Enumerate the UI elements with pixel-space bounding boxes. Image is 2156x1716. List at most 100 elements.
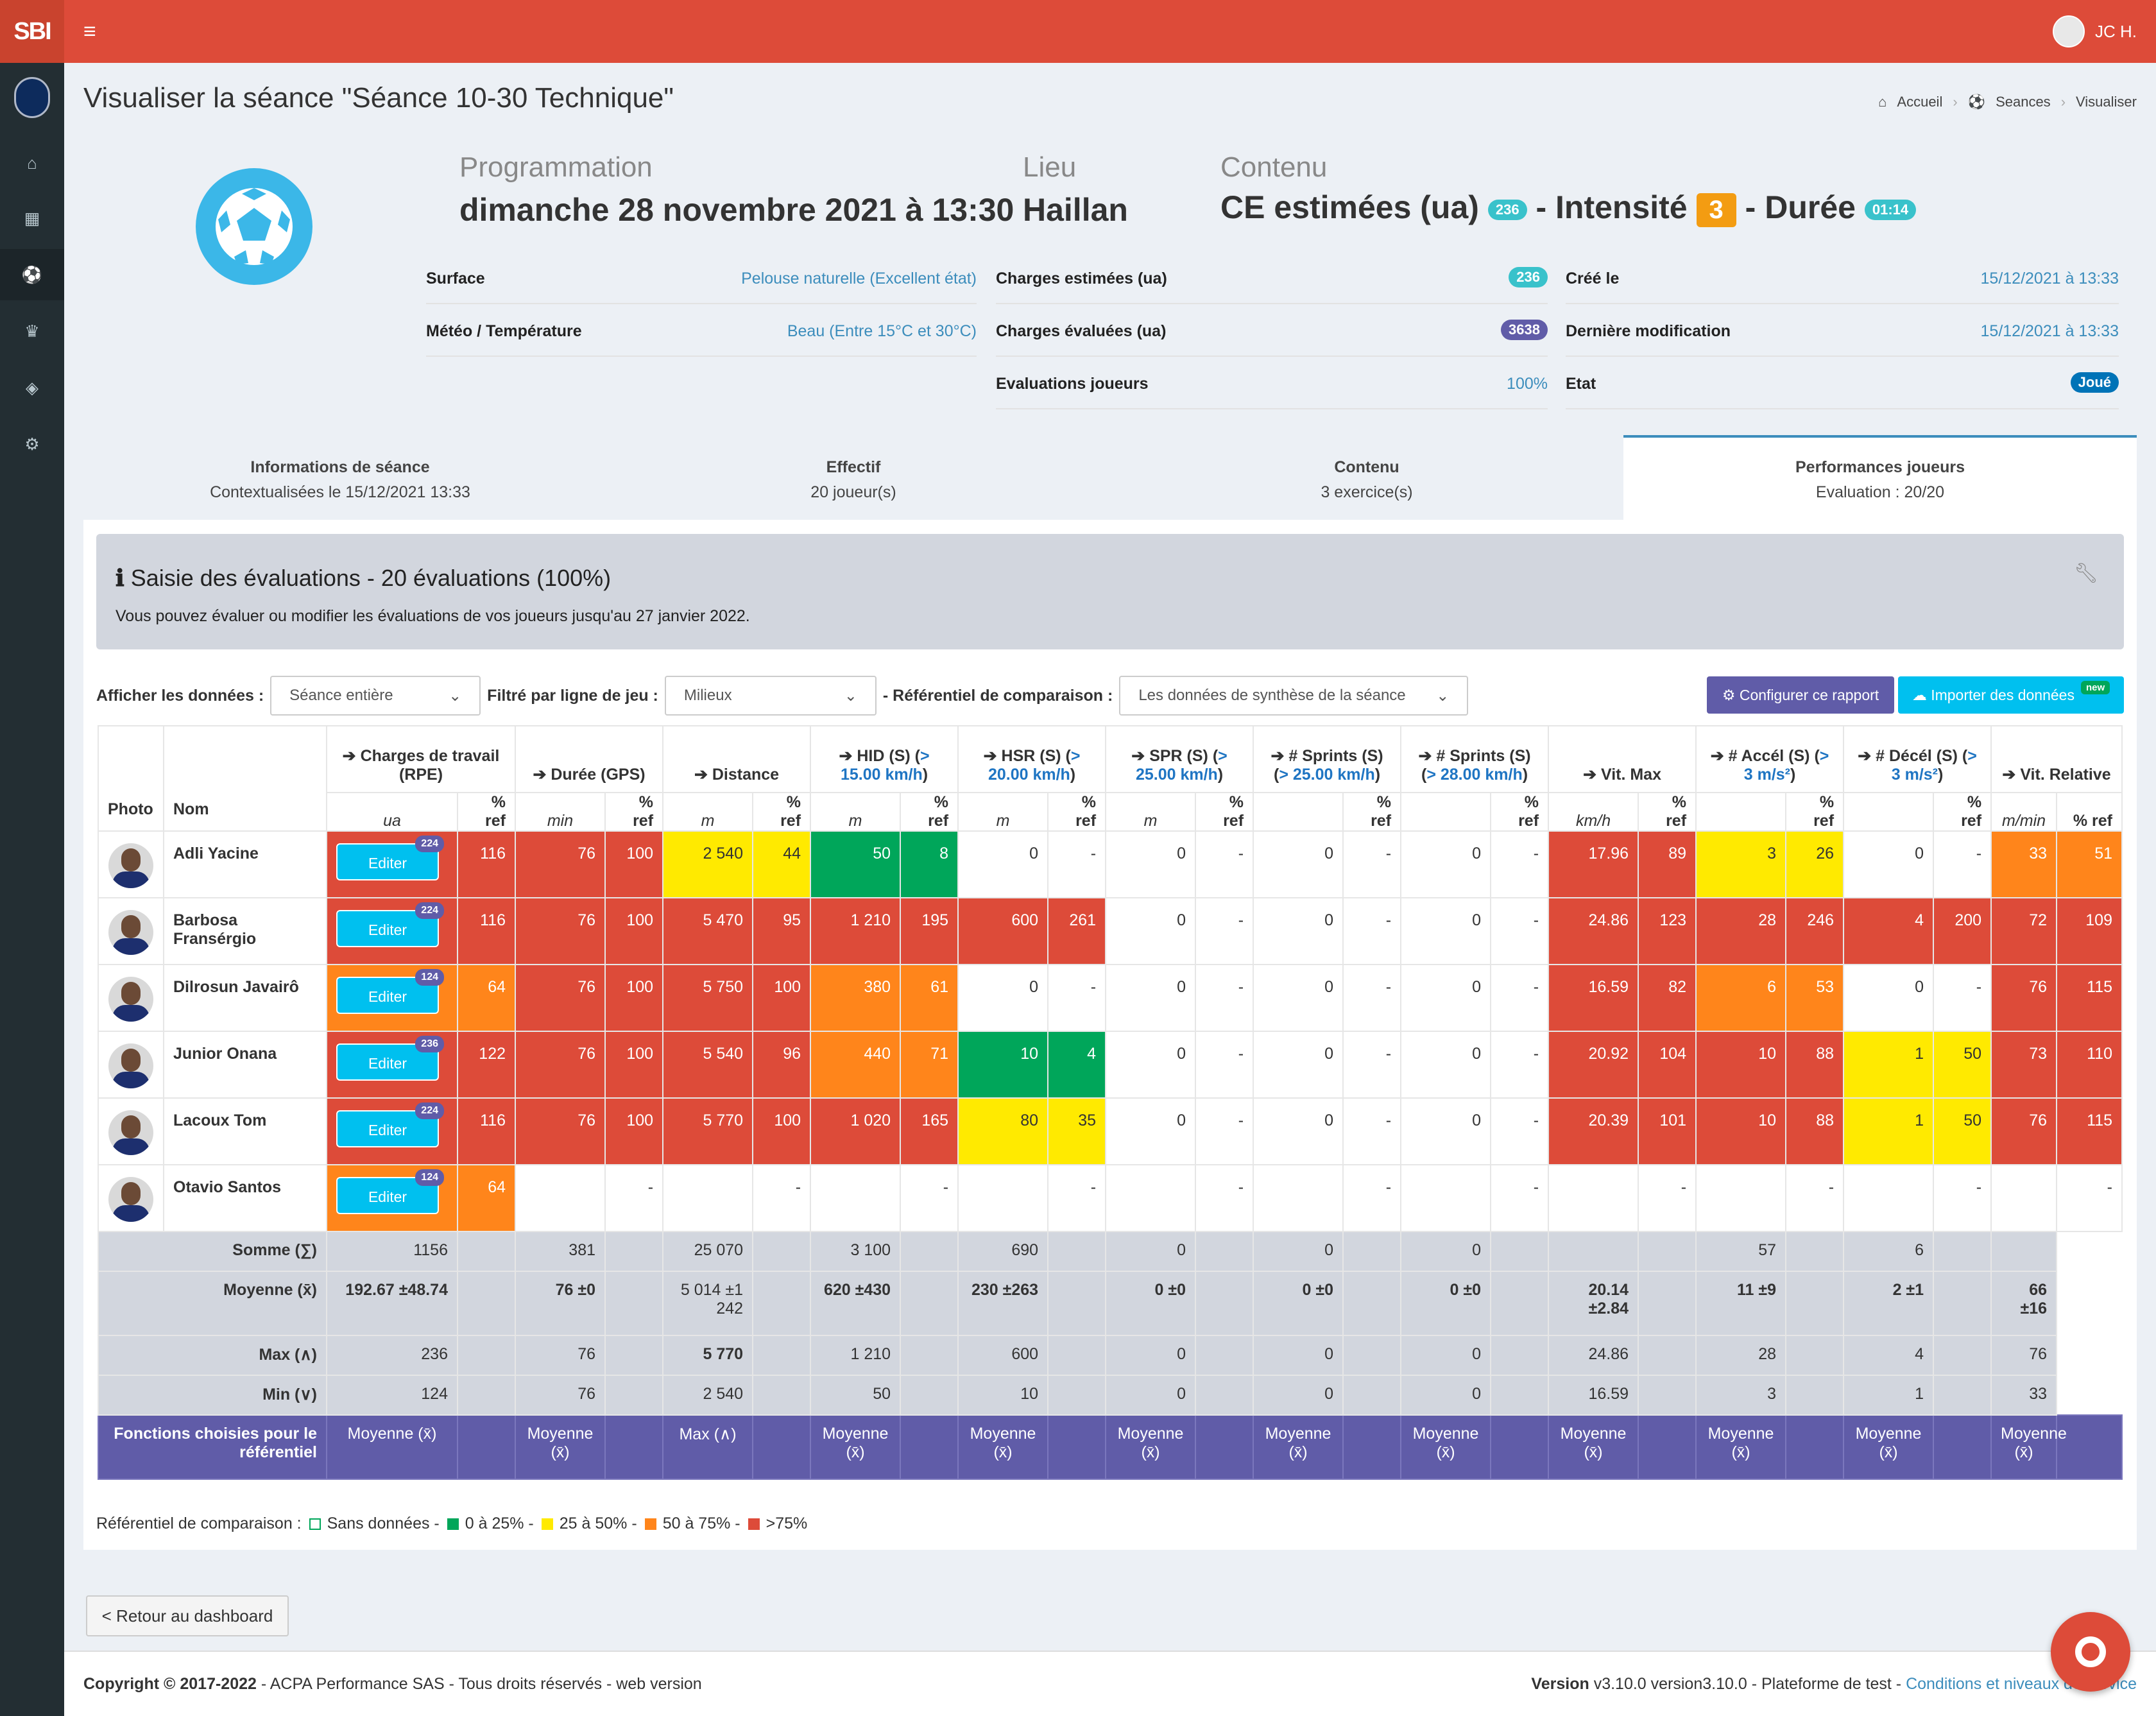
metric-cell xyxy=(810,1164,902,1232)
soccer-ball-icon[interactable]: ⚽ xyxy=(0,249,64,300)
back-to-dashboard-button[interactable]: < Retour au dashboard xyxy=(86,1595,289,1636)
rpe-edit-cell: Editer 224 xyxy=(326,897,458,965)
configure-report-button[interactable]: ⚙ Configurer ce rapport xyxy=(1707,676,1894,714)
stats-value xyxy=(1785,1231,1845,1272)
trophy-icon[interactable]: ♛ xyxy=(24,321,40,341)
edit-button[interactable]: Editer 124 xyxy=(336,1169,444,1214)
reference-function[interactable]: Moyenne (x̄) xyxy=(957,1414,1049,1480)
reference-functions-row: Fonctions choisies pour le référentiel Mo… xyxy=(98,1414,2123,1480)
player-name[interactable]: Adli Yacine xyxy=(163,830,327,898)
edit-button[interactable]: Editer 124 xyxy=(336,969,444,1014)
gear-icon[interactable]: ⚙ xyxy=(24,434,40,454)
metric-cell xyxy=(1105,1164,1197,1232)
help-lifebuoy-button[interactable] xyxy=(2051,1612,2130,1692)
metric-cell: - xyxy=(1490,897,1550,965)
referentiel-select[interactable]: Les données de synthèse de la séance ⌄ xyxy=(1119,676,1469,716)
reference-function[interactable]: Max (∧) xyxy=(662,1414,754,1480)
metric-cell: 100 xyxy=(604,964,664,1032)
unit-header xyxy=(1843,792,1935,832)
afficher-select[interactable]: Séance entière ⌄ xyxy=(270,676,481,716)
threshold-link[interactable]: > 3 m/s² xyxy=(1891,747,1977,784)
metric-cell: 5 750 xyxy=(662,964,754,1032)
wrench-icon[interactable]: 🔧︎ xyxy=(2073,563,2098,584)
reference-function[interactable]: Moyenne (x̄) xyxy=(515,1414,606,1480)
tab-performances[interactable]: Performances joueurs Evaluation : 20/20 xyxy=(1623,435,2137,520)
tab-title: Effectif xyxy=(826,458,881,476)
edit-button[interactable]: Editer 224 xyxy=(336,1103,444,1147)
stats-value xyxy=(1195,1271,1254,1336)
tab-title: Informations de séance xyxy=(250,458,430,476)
edit-button[interactable]: Editer 224 xyxy=(336,836,444,880)
edit-button[interactable]: Editer 224 xyxy=(336,902,444,947)
import-data-button[interactable]: ☁ Importer des données new xyxy=(1898,676,2124,714)
threshold-link[interactable]: > 28.00 km/h xyxy=(1426,766,1523,784)
tab-effectif[interactable]: Effectif 20 joueur(s) xyxy=(597,435,1110,520)
info-text: Vous pouvez évaluer ou modifier les éval… xyxy=(116,607,750,625)
column-header[interactable]: ➔ SPR (S) (> 25.00 km/h) xyxy=(1105,725,1254,793)
ligne-select[interactable]: Milieux ⌄ xyxy=(664,676,877,716)
stats-value: 10 xyxy=(957,1375,1049,1416)
reference-function[interactable]: Moyenne (x̄) xyxy=(1990,1414,2067,1480)
reference-function-blank xyxy=(1047,1414,1107,1480)
sign-in-icon: ➔ xyxy=(1583,766,1601,784)
stats-value xyxy=(900,1335,959,1376)
app-logo[interactable]: SBI xyxy=(0,0,64,63)
reference-function[interactable]: Moyenne (x̄) xyxy=(1548,1414,1639,1480)
column-header[interactable]: ➔ Charges de travail (RPE) xyxy=(325,725,517,793)
reference-function[interactable]: Moyenne (x̄) xyxy=(810,1414,902,1480)
metric-cell: 5 770 xyxy=(662,1097,754,1165)
reference-function[interactable]: Moyenne (x̄) xyxy=(1843,1414,1935,1480)
calendar-icon[interactable]: ▦ xyxy=(24,208,40,228)
column-header[interactable]: ➔ Vit. Max xyxy=(1548,725,1697,793)
home-icon[interactable]: ⌂ xyxy=(27,153,37,173)
surface-value[interactable]: Pelouse naturelle (Excellent état) xyxy=(741,270,977,287)
reference-function[interactable]: Moyenne (x̄) xyxy=(1105,1414,1197,1480)
topbar: ≡ JC H. xyxy=(64,0,2156,63)
column-header[interactable]: ➔ Distance xyxy=(662,725,812,793)
column-header[interactable]: ➔ # Décél (S) (> 3 m/s²) xyxy=(1843,725,1992,793)
stats-value: 50 xyxy=(810,1375,902,1416)
stats-value: 0 ±0 xyxy=(1253,1271,1344,1336)
metric-cell: 195 xyxy=(900,897,959,965)
edit-button[interactable]: Editer 236 xyxy=(336,1036,444,1081)
breadcrumb-home[interactable]: Accueil xyxy=(1897,94,1943,110)
menu-toggle-icon[interactable]: ≡ xyxy=(83,19,96,44)
column-header[interactable]: ➔ Vit. Relative xyxy=(1990,725,2123,793)
tab-informations[interactable]: Informations de séance Contextualisées le… xyxy=(83,435,597,520)
column-header[interactable]: ➔ # Sprints (S) (> 28.00 km/h) xyxy=(1400,725,1550,793)
reference-function[interactable]: Moyenne (x̄) xyxy=(1695,1414,1787,1480)
edit-label: Editer xyxy=(368,1122,407,1138)
player-name[interactable]: Otavio Santos xyxy=(163,1164,327,1232)
column-header[interactable]: ➔ Durée (GPS) xyxy=(515,725,664,793)
legend-label: Référentiel de comparaison : xyxy=(96,1514,302,1532)
copyright: Copyright © 2017-2022 xyxy=(83,1675,257,1693)
cube-icon[interactable]: ◈ xyxy=(26,377,38,397)
threshold-link[interactable]: > 20.00 km/h xyxy=(988,747,1081,784)
pct-ref-header: % ref xyxy=(752,792,812,832)
chevron-down-icon: ⌄ xyxy=(449,687,462,705)
metric-cell: - xyxy=(1933,964,1992,1032)
charges-estimees-row: Charges estimées (ua) 236 xyxy=(996,253,1548,304)
column-header[interactable]: ➔ HSR (S) (> 20.00 km/h) xyxy=(957,725,1107,793)
threshold-link[interactable]: > 25.00 km/h xyxy=(1279,766,1375,784)
tab-contenu[interactable]: Contenu 3 exercice(s) xyxy=(1110,435,1623,520)
column-header[interactable]: ➔ HID (S) (> 15.00 km/h) xyxy=(810,725,959,793)
user-menu[interactable]: JC H. xyxy=(2053,15,2137,47)
reference-function[interactable]: Moyenne (x̄) xyxy=(326,1414,458,1480)
player-name[interactable]: Barbosa Fransérgio xyxy=(163,897,327,965)
player-name[interactable]: Junior Onana xyxy=(163,1031,327,1099)
player-name[interactable]: Lacoux Tom xyxy=(163,1097,327,1165)
threshold-link[interactable]: > 25.00 km/h xyxy=(1135,747,1228,784)
column-header[interactable]: ➔ # Accél (S) (> 3 m/s²) xyxy=(1695,725,1845,793)
version-label: Version xyxy=(1531,1675,1589,1693)
threshold-link[interactable]: > 3 m/s² xyxy=(1743,747,1829,784)
reference-function[interactable]: Moyenne (x̄) xyxy=(1400,1414,1492,1480)
meteo-value[interactable]: Beau (Entre 15°C et 30°C) xyxy=(787,322,977,340)
cree-row: Créé le 15/12/2021 à 13:33 xyxy=(1566,253,2119,304)
threshold-link[interactable]: > 15.00 km/h xyxy=(840,747,930,784)
breadcrumb-seances[interactable]: Seances xyxy=(1996,94,2051,110)
column-header[interactable]: ➔ # Sprints (S) (> 25.00 km/h) xyxy=(1253,725,1402,793)
reference-function[interactable]: Moyenne (x̄) xyxy=(1253,1414,1344,1480)
player-name[interactable]: Dilrosun Javairô xyxy=(163,964,327,1032)
programmation-label: Programmation xyxy=(459,151,653,183)
